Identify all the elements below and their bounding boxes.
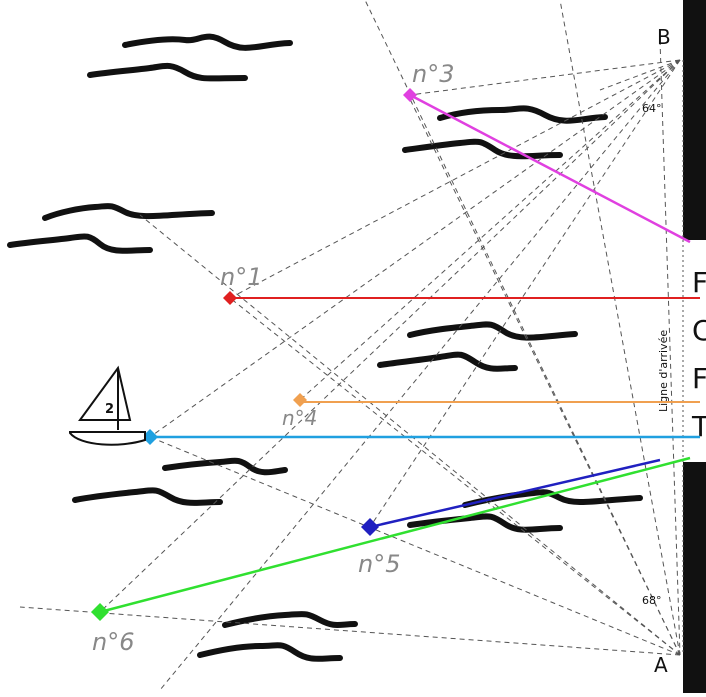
construction-lines xyxy=(19,0,681,691)
wave xyxy=(162,457,288,476)
dashed-line xyxy=(409,59,681,96)
dashed-line xyxy=(369,59,681,528)
wave xyxy=(197,642,343,662)
dashed-line xyxy=(559,0,681,656)
buoy-label-n6: n°6 xyxy=(92,628,134,656)
dashed-line xyxy=(139,214,681,656)
angle-bottom-label: 68° xyxy=(642,594,662,607)
buoy-marker-n1 xyxy=(223,291,237,305)
trajectory-n5 xyxy=(369,458,661,529)
dashed-line xyxy=(659,39,681,656)
panel-letter-2: C xyxy=(692,314,706,347)
wave xyxy=(87,62,248,82)
angle-top-label: 64° xyxy=(642,102,662,115)
panel-letter-1: F xyxy=(692,266,706,299)
right-band-top xyxy=(683,0,706,240)
wave xyxy=(222,611,358,628)
trajectory-n6 xyxy=(99,456,691,614)
dashed-line xyxy=(229,297,681,656)
sailboat-icon xyxy=(69,365,146,446)
dashed-line xyxy=(149,59,681,438)
wave xyxy=(407,321,578,341)
buoy-label-n1: n°1 xyxy=(220,263,262,291)
dashed-line xyxy=(149,436,681,656)
buoy-label-n4: n°4 xyxy=(282,406,317,430)
wave xyxy=(437,105,608,124)
dashed-line xyxy=(159,59,681,691)
buoy-marker-n5 xyxy=(361,518,379,536)
boat-number: 2 xyxy=(105,402,114,417)
buoy-marker-n3 xyxy=(403,88,417,102)
dashed-line xyxy=(299,59,681,401)
panel-letter-4: T xyxy=(691,410,706,443)
buoy-marker-n4 xyxy=(293,393,307,407)
right-panel xyxy=(683,240,706,462)
dashed-line xyxy=(19,606,681,656)
trajectory-n3 xyxy=(409,93,691,244)
dashed-line xyxy=(229,59,681,299)
dashed-line xyxy=(99,59,681,613)
wave xyxy=(7,233,153,254)
right-band-bottom xyxy=(683,462,706,693)
buoy-marker-n6 xyxy=(91,603,109,621)
finish-line-label: Ligne d'arrivée xyxy=(657,330,670,412)
point-B-label: B xyxy=(657,25,671,49)
buoy-label-n3: n°3 xyxy=(412,60,454,88)
wave xyxy=(402,138,563,160)
wave xyxy=(72,487,223,506)
wave xyxy=(407,513,563,533)
wave xyxy=(42,203,215,221)
dashed-line xyxy=(407,94,681,656)
panel-letter-3: F xyxy=(692,362,706,395)
buoy-label-n5: n°5 xyxy=(358,550,400,578)
wave xyxy=(122,33,293,51)
point-A-label: A xyxy=(654,653,668,677)
wave xyxy=(377,351,518,372)
waves xyxy=(7,33,643,662)
